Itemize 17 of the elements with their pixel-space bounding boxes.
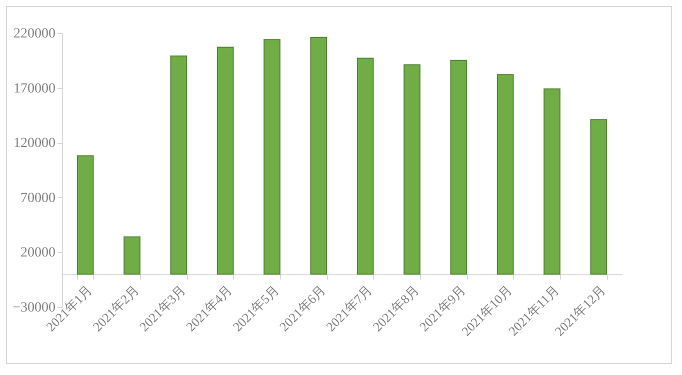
bar xyxy=(356,58,374,275)
bar xyxy=(544,88,560,275)
bar xyxy=(590,119,608,275)
bar xyxy=(450,60,468,275)
bar xyxy=(496,74,514,275)
bar xyxy=(76,155,94,275)
y-tick-label: 70000 xyxy=(20,190,56,206)
bar xyxy=(170,56,188,275)
bar xyxy=(404,64,420,275)
y-tick-label: 170000 xyxy=(14,81,56,96)
bar xyxy=(124,236,140,275)
y-tick-label: 220000 xyxy=(14,26,56,42)
bar xyxy=(264,39,280,275)
y-tick-label: 20000 xyxy=(20,246,56,261)
y-tick-label: 120000 xyxy=(14,136,56,152)
bar xyxy=(310,36,328,275)
bar xyxy=(216,46,234,275)
